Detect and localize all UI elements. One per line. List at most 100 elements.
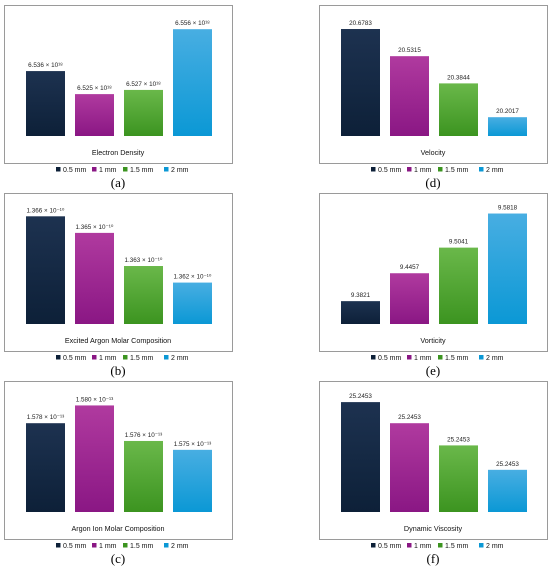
- chart-panel-2: 20.6783 20.5315 20.3844 20.2017 Velocity 0.5 …: [319, 5, 550, 190]
- legend-swatch: [56, 167, 61, 172]
- legend-swatch: [407, 543, 412, 548]
- data-label: 25.2453: [349, 393, 372, 400]
- legend-label: 1.5 mm: [130, 167, 154, 174]
- legend-label: 0.5 mm: [378, 543, 402, 550]
- bar-2-mm: [488, 469, 527, 512]
- data-label: 1.363 × 10⁻¹⁰: [125, 257, 163, 264]
- data-label: 20.3844: [447, 74, 470, 81]
- legend-label: 1 mm: [414, 355, 432, 362]
- legend-swatch: [56, 543, 61, 548]
- legend-swatch: [479, 355, 484, 360]
- x-axis-title: Excited Argon Molar Composition: [65, 336, 171, 345]
- bar-1-mm: [75, 405, 114, 512]
- legend-swatch: [438, 355, 443, 360]
- data-label: 25.2453: [496, 461, 519, 468]
- chart-panel-6: 25.2453 25.2453 25.2453 25.2453 Dynamic Visc…: [319, 381, 550, 566]
- legend-label: 1.5 mm: [445, 543, 469, 550]
- legend-swatch: [123, 543, 128, 548]
- data-label: 1.366 × 10⁻¹⁰: [27, 207, 65, 214]
- bar-1-5-mm: [124, 266, 163, 324]
- x-axis-title: Vorticity: [420, 336, 446, 345]
- legend-label: 1 mm: [99, 355, 117, 362]
- legend-swatch: [479, 543, 484, 548]
- legend-swatch: [407, 355, 412, 360]
- legend-swatch: [92, 355, 97, 360]
- x-axis-title: Dynamic Viscosity: [404, 524, 463, 533]
- data-label: 20.6783: [349, 20, 372, 27]
- chart-svg: 9.3821 9.4457 9.5041 9.5818 Vorticity 0.5 mm 1…: [319, 193, 548, 362]
- chart-panel-1: 6.536 × 10¹⁸ 6.525 × 10¹⁸ 6.527 × 10¹⁸ 6.55…: [4, 5, 244, 190]
- bar-0-5-mm: [26, 423, 65, 512]
- bar-1-mm: [390, 56, 429, 136]
- bar-1-5-mm: [439, 247, 478, 324]
- legend-swatch: [479, 167, 484, 172]
- bar-1-mm: [75, 232, 114, 324]
- data-label: 9.5818: [498, 205, 518, 212]
- bar-0-5-mm: [341, 301, 380, 324]
- data-label: 6.556 × 10¹⁸: [175, 20, 210, 27]
- legend-label: 1 mm: [414, 167, 432, 174]
- data-label: 1.575 × 10⁻¹³: [174, 441, 211, 448]
- data-label: 20.5315: [398, 47, 421, 54]
- data-label: 6.527 × 10¹⁸: [126, 81, 161, 88]
- data-label: 1.580 × 10⁻¹³: [76, 396, 113, 403]
- legend-label: 0.5 mm: [63, 543, 87, 550]
- legend-swatch: [371, 355, 376, 360]
- bar-1-5-mm: [439, 445, 478, 512]
- legend-label: 2 mm: [486, 355, 504, 362]
- legend-label: 0.5 mm: [378, 167, 402, 174]
- chart-svg: 6.536 × 10¹⁸ 6.525 × 10¹⁸ 6.527 × 10¹⁸ 6.55…: [4, 5, 233, 174]
- legend-label: 0.5 mm: [63, 167, 87, 174]
- legend-swatch: [92, 543, 97, 548]
- legend-label: 1 mm: [414, 543, 432, 550]
- legend-label: 2 mm: [171, 355, 189, 362]
- legend-label: 2 mm: [171, 167, 189, 174]
- bar-1-mm: [390, 423, 429, 512]
- legend-label: 1.5 mm: [130, 543, 154, 550]
- x-axis-title: Velocity: [421, 148, 446, 157]
- legend-label: 2 mm: [486, 543, 504, 550]
- bar-1-5-mm: [124, 89, 163, 136]
- legend-label: 0.5 mm: [378, 355, 402, 362]
- bar-1-5-mm: [124, 440, 163, 512]
- legend-swatch: [56, 355, 61, 360]
- legend-swatch: [164, 543, 169, 548]
- data-label: 9.4457: [400, 264, 420, 271]
- bar-2-mm: [173, 449, 212, 512]
- chart-svg: 1.366 × 10⁻¹⁰ 1.365 × 10⁻¹⁰ 1.363 × 10⁻¹⁰ 1…: [4, 193, 233, 362]
- bar-0-5-mm: [26, 216, 65, 324]
- chart-panel-4: 9.3821 9.4457 9.5041 9.5818 Vorticity 0.5 mm 1…: [319, 193, 550, 378]
- legend-label: 1.5 mm: [130, 355, 154, 362]
- data-label: 9.5041: [449, 239, 469, 246]
- bar-1-5-mm: [439, 83, 478, 136]
- legend-swatch: [371, 167, 376, 172]
- data-label: 6.536 × 10¹⁸: [28, 62, 63, 69]
- legend-label: 0.5 mm: [63, 355, 87, 362]
- legend-label: 1 mm: [99, 543, 117, 550]
- data-label: 9.3821: [351, 292, 371, 299]
- panel-letter: (c): [110, 551, 126, 566]
- panel-letter: (e): [425, 363, 441, 378]
- legend-label: 1 mm: [99, 167, 117, 174]
- data-label: 1.362 × 10⁻¹⁰: [174, 274, 212, 281]
- legend-swatch: [92, 167, 97, 172]
- legend-label: 1.5 mm: [445, 167, 469, 174]
- bar-0-5-mm: [341, 402, 380, 512]
- bar-0-5-mm: [26, 71, 65, 136]
- legend-swatch: [438, 167, 443, 172]
- data-label: 20.2017: [496, 108, 519, 115]
- data-label: 25.2453: [398, 414, 421, 421]
- legend-swatch: [438, 543, 443, 548]
- bar-2-mm: [173, 282, 212, 324]
- x-axis-title: Argon Ion Molar Composition: [71, 524, 164, 533]
- data-label: 6.525 × 10¹⁸: [77, 85, 112, 92]
- chart-panel-3: 1.366 × 10⁻¹⁰ 1.365 × 10⁻¹⁰ 1.363 × 10⁻¹⁰ 1…: [4, 193, 244, 378]
- data-label: 25.2453: [447, 436, 470, 443]
- bar-2-mm: [173, 29, 212, 137]
- chart-panel-5: 1.578 × 10⁻¹³ 1.580 × 10⁻¹³ 1.576 × 10⁻¹³ 1…: [4, 381, 244, 566]
- x-axis-title: Electron Density: [92, 148, 145, 157]
- bar-2-mm: [488, 117, 527, 136]
- bar-0-5-mm: [341, 29, 380, 137]
- panel-letter: (a): [110, 175, 126, 190]
- legend-swatch: [407, 167, 412, 172]
